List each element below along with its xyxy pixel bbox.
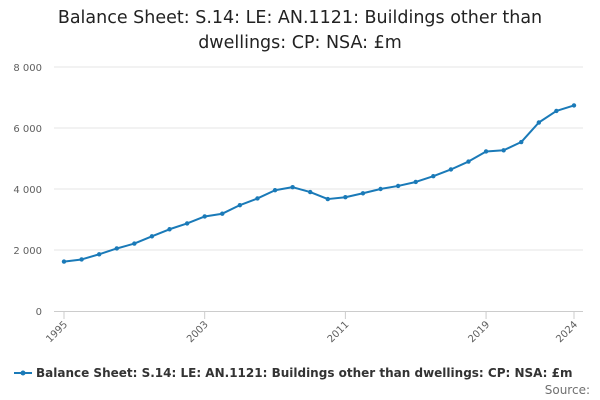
x-tick-label: 2019	[466, 319, 492, 345]
source-credit: Source:	[544, 383, 590, 397]
data-point[interactable]	[431, 173, 436, 179]
data-point[interactable]	[571, 103, 577, 108]
data-point[interactable]	[378, 186, 383, 192]
legend-label[interactable]: Balance Sheet: S.14: LE: AN.1121: Buildi…	[36, 366, 573, 380]
data-point[interactable]	[79, 257, 84, 262]
legend[interactable]: Balance Sheet: S.14: LE: AN.1121: Buildi…	[14, 366, 573, 380]
series-layer	[61, 103, 577, 264]
data-point[interactable]	[255, 196, 260, 201]
data-point[interactable]	[554, 108, 559, 114]
x-tick-label: 2011	[326, 319, 352, 345]
data-point[interactable]	[413, 179, 418, 185]
data-point[interactable]	[448, 167, 454, 172]
x-tick-label: 1995	[44, 319, 70, 345]
y-tick-label: 4 000	[13, 185, 42, 196]
data-point[interactable]	[536, 120, 542, 125]
data-point[interactable]	[114, 246, 119, 251]
data-point[interactable]	[61, 259, 67, 264]
data-point[interactable]	[149, 234, 155, 239]
data-point[interactable]	[184, 221, 190, 226]
x-tick-label: 2024	[554, 319, 580, 345]
data-point[interactable]	[501, 148, 506, 153]
data-point[interactable]	[308, 189, 313, 195]
legend-line-symbol	[14, 370, 32, 376]
data-point[interactable]	[220, 211, 225, 216]
y-tick-label: 8 000	[13, 63, 42, 74]
grid-layer	[54, 66, 583, 251]
y-tick-label: 6 000	[13, 124, 42, 135]
data-point[interactable]	[237, 202, 243, 208]
data-point[interactable]	[167, 227, 172, 232]
data-point[interactable]	[483, 149, 489, 154]
data-point[interactable]	[132, 241, 137, 246]
data-point[interactable]	[466, 159, 471, 164]
data-point[interactable]	[96, 252, 102, 257]
x-tick-label: 2003	[185, 319, 211, 345]
data-point[interactable]	[272, 188, 278, 193]
y-tick-label: 0	[36, 307, 42, 318]
data-point[interactable]	[325, 196, 330, 202]
data-point[interactable]	[395, 183, 401, 189]
chart-title: Balance Sheet: S.14: LE: AN.1121: Buildi…	[57, 8, 543, 53]
data-point[interactable]	[343, 195, 348, 200]
series-line[interactable]	[63, 104, 575, 263]
axis-layer: 0 2 000 4 000 6 000 8 000 1995 2003 2011 2019 202…	[13, 63, 583, 345]
data-point[interactable]	[519, 139, 524, 145]
data-point[interactable]	[360, 191, 366, 196]
data-point[interactable]	[202, 214, 207, 219]
y-tick-label: 2 000	[13, 246, 42, 257]
data-point[interactable]	[290, 184, 295, 190]
